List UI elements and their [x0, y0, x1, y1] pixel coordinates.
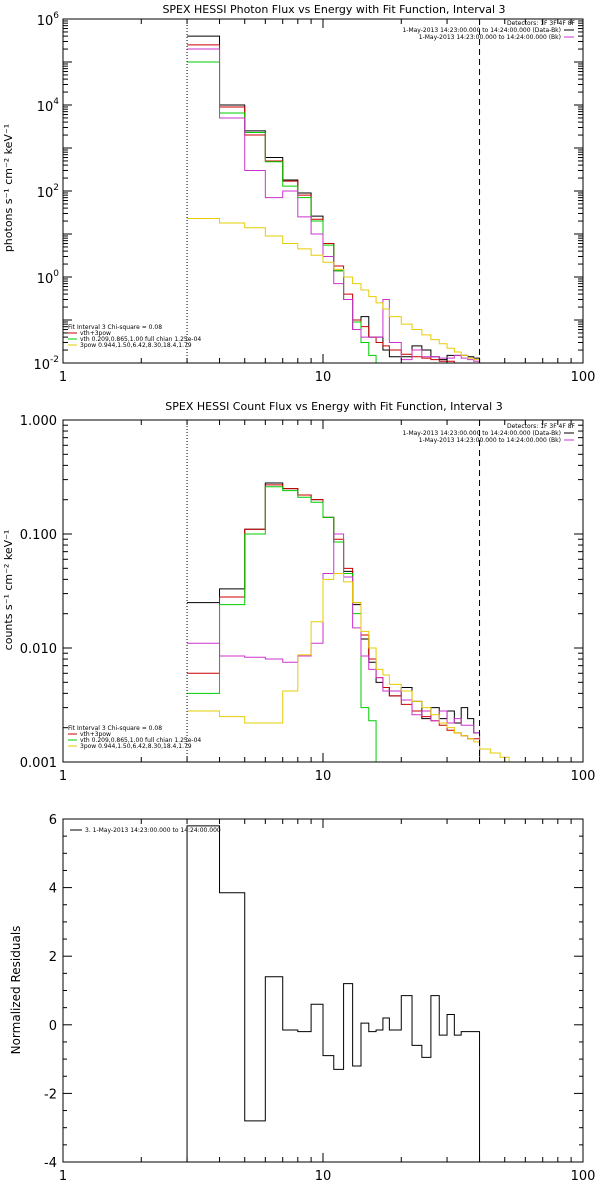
legend-entry-label: 3. 1-May-2013 14:23:00.000 to 14:24:00.0… — [85, 827, 221, 834]
y-tick-label: 0.100 — [20, 528, 57, 543]
y-tick-label: -4 — [44, 1156, 57, 1171]
y-tick-label: -2 — [44, 1087, 57, 1102]
y-tick-label: 2 — [49, 950, 57, 965]
x-tick-label: 10 — [315, 1169, 332, 1184]
fit-legend-label: vth+3pow — [80, 330, 111, 337]
legend-entry-label: 1-May-2013 14:23:00.000 to 14:24:00.000 … — [419, 34, 561, 41]
residuals-ylabel: Normalized Residuals — [9, 926, 23, 1055]
y-tick-label: 0 — [49, 1019, 57, 1034]
fit-legend-label: 3pow 0.944,1.50,6.42,8.30,18.4,1.79 — [80, 342, 192, 349]
panel-photon-flux: SPEX HESSI Photon Flux vs Energy with Fi… — [2, 3, 595, 385]
series-3pow — [187, 217, 481, 363]
y-tick-label: 0.001 — [20, 756, 57, 771]
fit-legend-label: vth+3pow — [80, 731, 111, 738]
x-tick-label: 100 — [571, 1169, 596, 1184]
count-flux-plot: 1 10 100 0.001 0.010 0.100 1.000 Detectors: 1F … — [20, 414, 596, 784]
y-tick-label: 106 — [37, 11, 60, 29]
y-tick-label: 104 — [37, 97, 60, 115]
residuals-plot: 1 10 100 -4 -2 0 2 4 6 3. 1-May-2013 14:23:00.000… — [44, 813, 595, 1184]
x-tick-label: 1 — [59, 1169, 67, 1184]
legend-entry-label: 1-May-2013 14:23:00.000 to 14:24:00.000 … — [402, 430, 561, 437]
series-data-bk — [187, 35, 481, 363]
series-3-1-may-2013-14-23-00-000-to-14-24-00-000 — [186, 825, 481, 1162]
x-tick-label: 1 — [59, 370, 67, 385]
fit-legend-label: vth 0.209,0.865,1.00 full chian 1.25e-04 — [80, 336, 201, 343]
series-bk — [187, 48, 481, 363]
series-bk — [187, 533, 481, 762]
x-tick-label: 10 — [315, 370, 332, 385]
photon-flux-ylabel: photons s⁻¹ cm⁻² keV⁻¹ — [2, 124, 15, 252]
fit-legend-header: Fit Interval 3 Chi-square = 0.08 — [68, 725, 162, 732]
photon-flux-title: SPEX HESSI Photon Flux vs Energy with Fi… — [162, 3, 505, 16]
photon-flux-plot: 1 10 100 10-2 100 102 104 106 Detectors: 1F 3F 4… — [33, 11, 595, 385]
x-tick-label: 10 — [315, 769, 332, 784]
plot-frame — [62, 18, 584, 364]
x-tick-label: 1 — [59, 769, 67, 784]
count-flux-ylabel: counts s⁻¹ cm⁻² keV⁻¹ — [2, 530, 15, 651]
y-tick-label: 10-2 — [33, 355, 59, 373]
legend-entry-label: 1-May-2013 14:23:00.000 to 14:24:00.000 … — [419, 437, 561, 444]
fit-legend-label: 3pow 0.944,1.50,6.42,8.30,18.4,1.79 — [80, 743, 192, 750]
y-tick-label: 6 — [49, 813, 57, 828]
series-vth — [187, 486, 377, 762]
panel-residuals: Normalized Residuals 1 10 100 -4 -2 0 2 4 6 3. 1-… — [9, 813, 595, 1184]
fit-legend-header: Fit Interval 3 Chi-square = 0.08 — [68, 324, 162, 331]
y-tick-label: 0.010 — [20, 642, 57, 657]
y-tick-label: 4 — [49, 882, 57, 897]
fit-legend-label: vth 0.209,0.865,1.00 full chian 1.25e-04 — [80, 737, 201, 744]
y-tick-label: 100 — [37, 269, 60, 287]
y-tick-label: 1.000 — [20, 414, 57, 429]
panel-count-flux: SPEX HESSI Count Flux vs Energy with Fit… — [2, 400, 595, 784]
y-tick-label: 102 — [37, 183, 59, 201]
x-tick-label: 100 — [571, 769, 596, 784]
legend-entry-label: 1-May-2013 14:23:00.000 to 14:24:00.000 … — [402, 27, 561, 34]
legend-header: Detectors: 1F 3F 4F 8F — [507, 20, 576, 27]
legend-header: Detectors: 1F 3F 4F 8F — [507, 423, 576, 430]
count-flux-title: SPEX HESSI Count Flux vs Energy with Fit… — [165, 400, 502, 413]
plot-frame — [62, 818, 584, 1163]
x-tick-label: 100 — [571, 370, 596, 385]
series-3pow — [187, 573, 519, 762]
series-vth-3pow — [187, 44, 481, 363]
